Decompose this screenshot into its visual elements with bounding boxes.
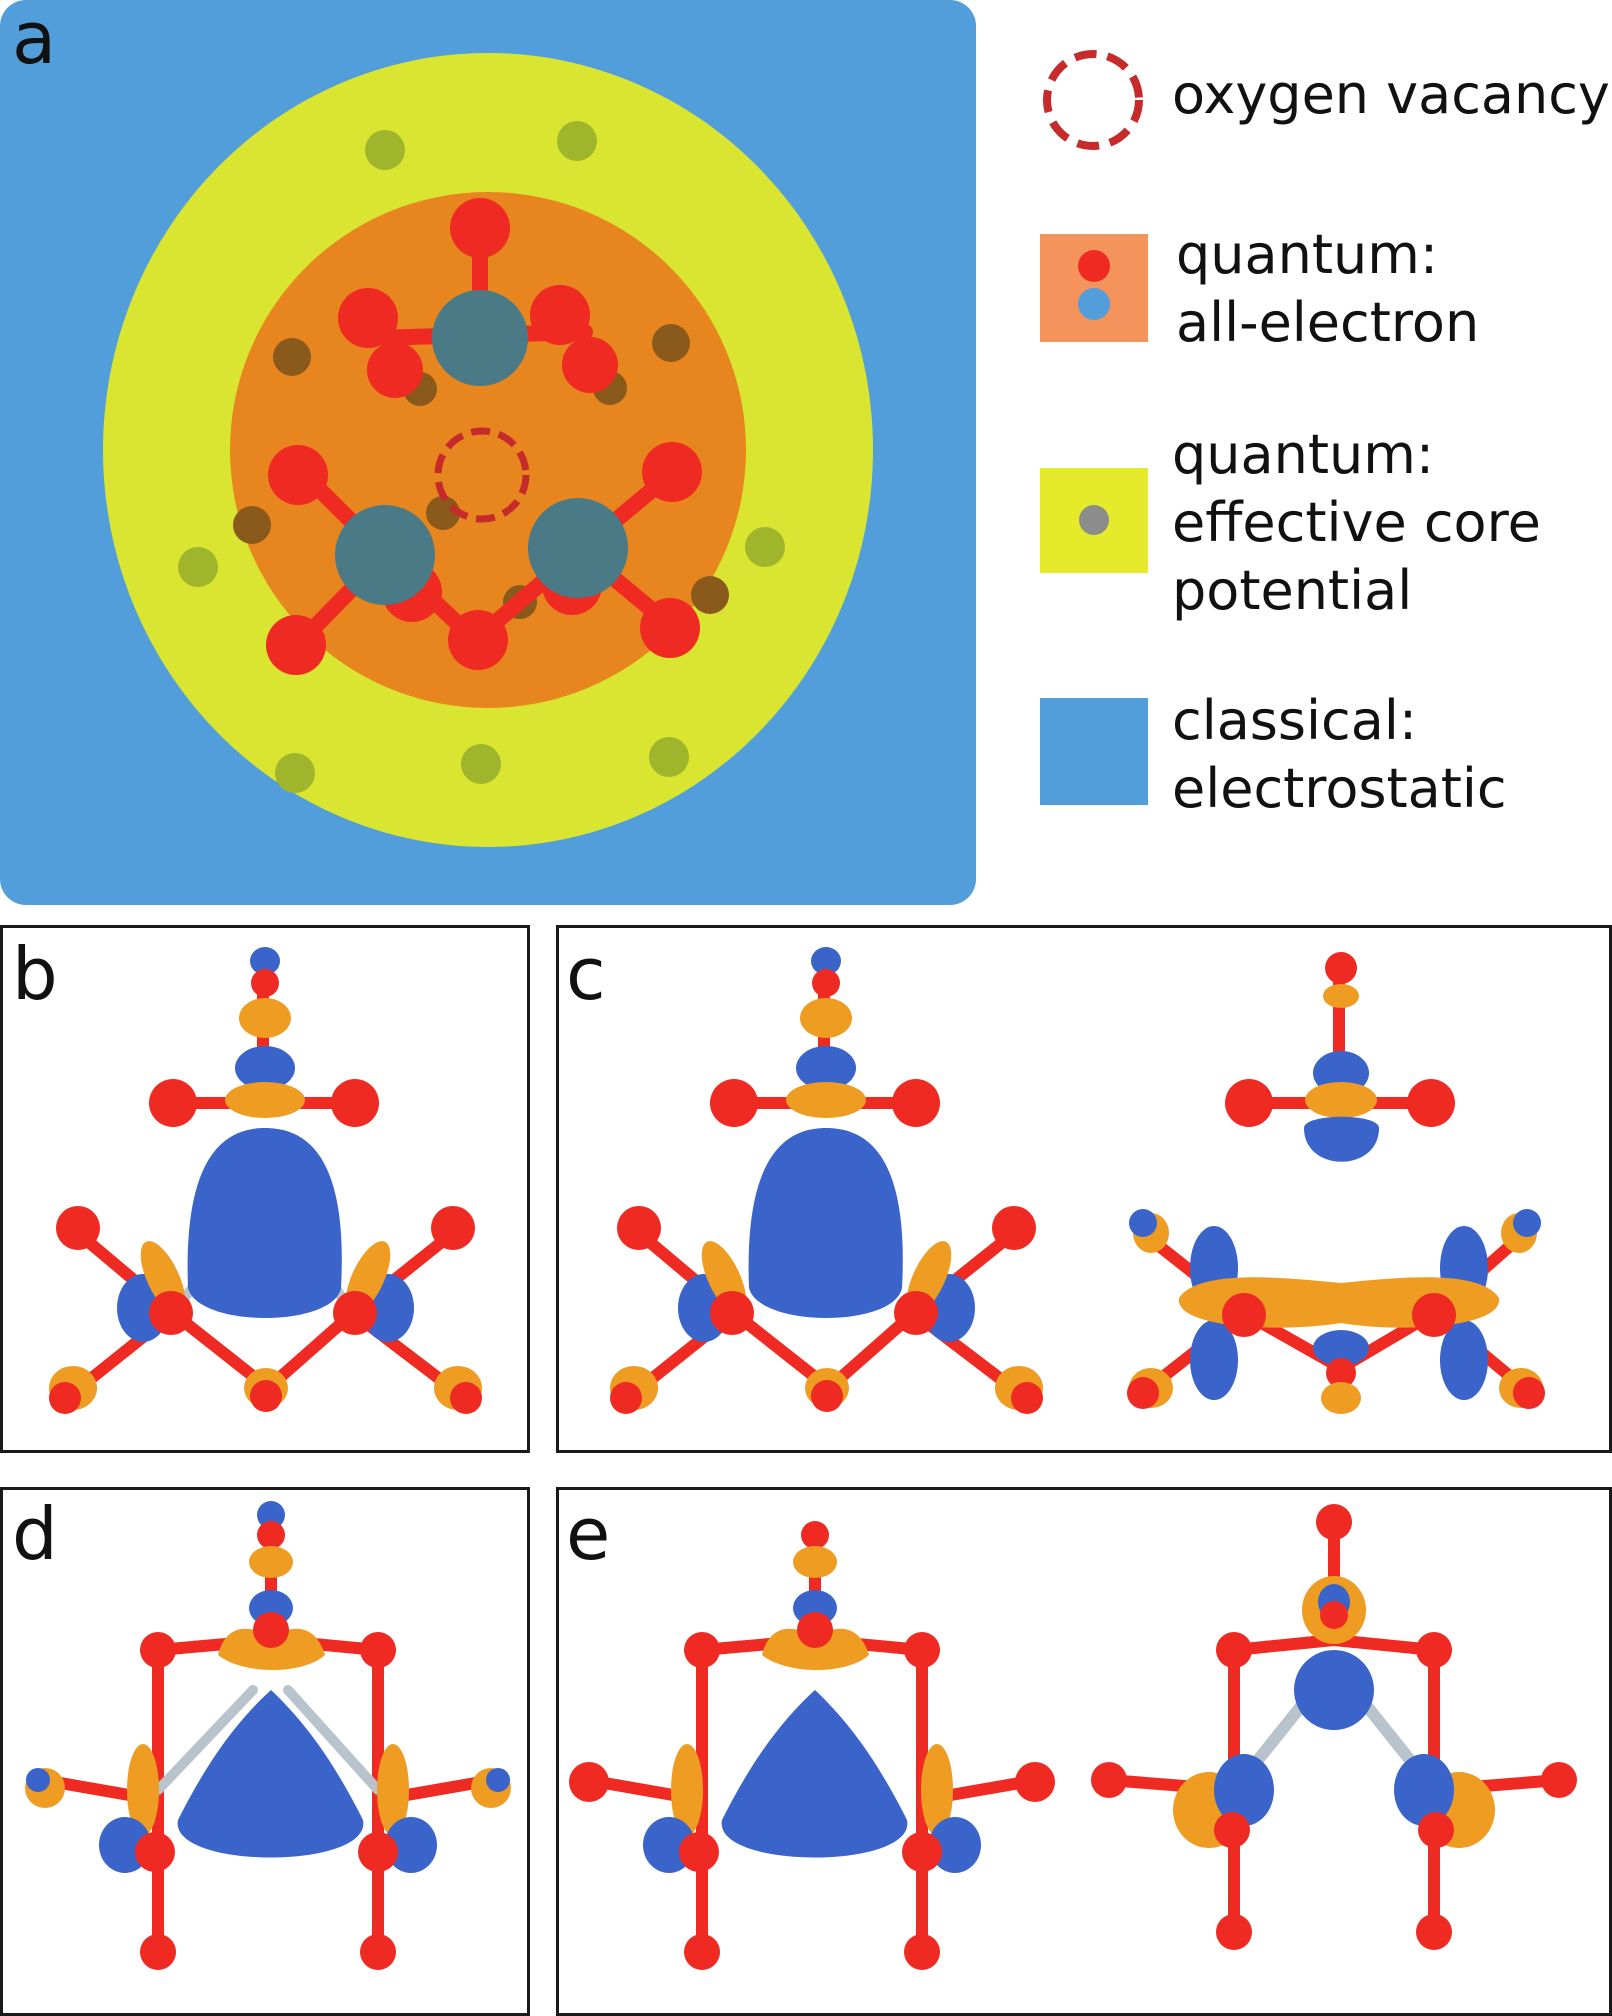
panel-e-density-graphic bbox=[569, 1504, 1577, 1970]
oxygen-vacancy-marker bbox=[434, 427, 530, 523]
panel-label-a: a bbox=[12, 0, 57, 80]
panel-label-d: d bbox=[12, 1492, 58, 1576]
legend-ecp-line3: potential bbox=[1172, 559, 1413, 622]
panel-d-frame bbox=[0, 1487, 530, 2016]
legend-ecp-swatch bbox=[1040, 468, 1148, 573]
panel-label-b: b bbox=[12, 932, 58, 1016]
panel-c-density-graphic bbox=[610, 947, 1545, 1414]
panel-c-frame bbox=[556, 925, 1612, 1453]
legend-ecp-line1: quantum: bbox=[1172, 423, 1435, 486]
panel-b-frame bbox=[0, 925, 530, 1453]
panel-d-density-graphic bbox=[25, 1501, 511, 1970]
legend-classical-swatch bbox=[1040, 698, 1148, 805]
ecp-atoms bbox=[178, 121, 785, 793]
qm-oxygen-atoms bbox=[266, 198, 702, 675]
legend-all-electron-swatch bbox=[1040, 234, 1148, 342]
panel-label-e: e bbox=[566, 1492, 611, 1576]
qm-silicon-atoms bbox=[335, 290, 628, 605]
legend-vacancy-label: oxygen vacancy bbox=[1172, 63, 1610, 126]
panel-b-density-graphic bbox=[49, 947, 482, 1414]
legend-classical-line2: electrostatic bbox=[1172, 757, 1507, 820]
panel-label-c: c bbox=[566, 932, 606, 1016]
panel-e-frame bbox=[556, 1487, 1612, 2016]
embedding-cluster-graphic bbox=[0, 0, 976, 905]
legend-ecp-line2: effective core bbox=[1172, 491, 1541, 554]
legend-classical-line1: classical: bbox=[1172, 689, 1418, 752]
legend-all-electron-line1: quantum: bbox=[1176, 223, 1439, 286]
legend-vacancy-icon bbox=[1043, 50, 1143, 150]
panel-a-embedding-diagram bbox=[0, 0, 976, 905]
legend-all-electron-line2: all-electron bbox=[1176, 291, 1480, 354]
